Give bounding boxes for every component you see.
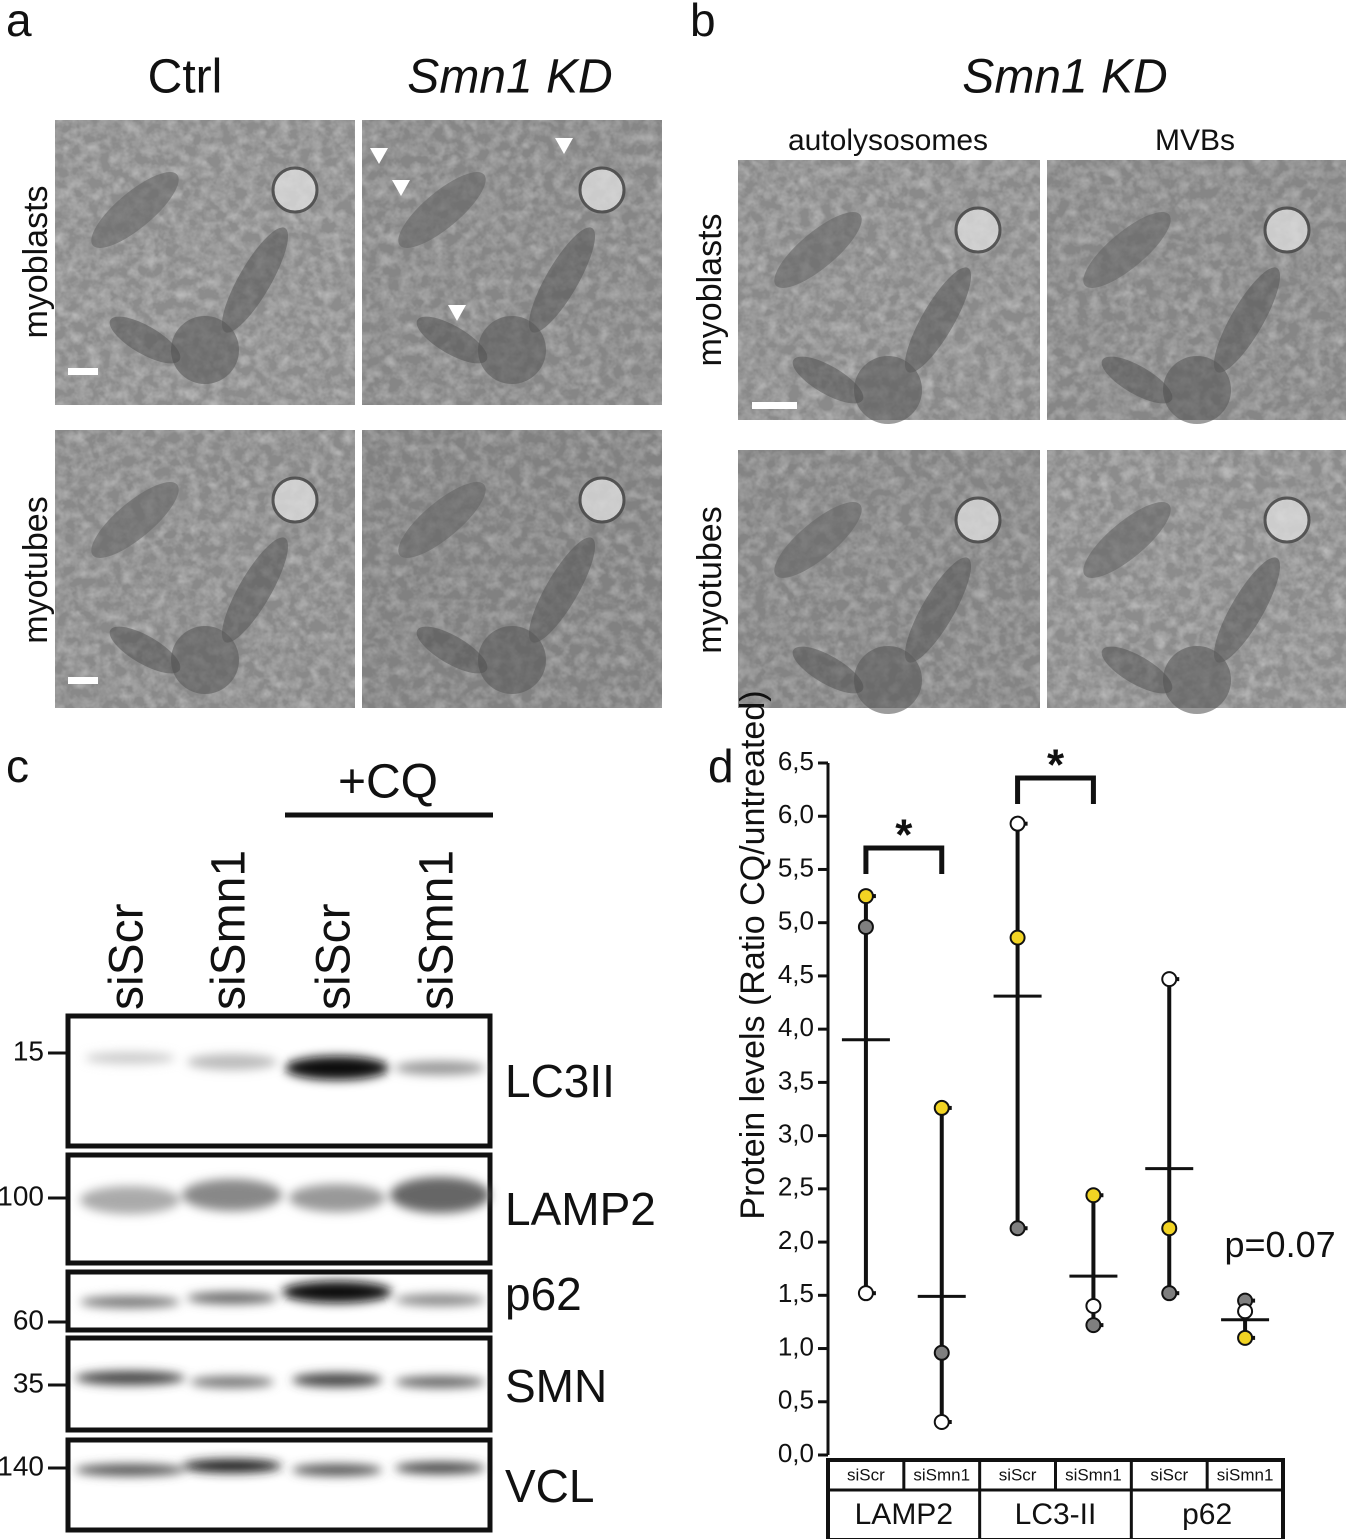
- marker-ticks: [48, 1051, 68, 1470]
- bands: [75, 1052, 490, 1476]
- protein-label: SMN: [505, 1360, 607, 1412]
- panel-title: Smn1 KD: [962, 51, 1167, 104]
- x-tick-label: siSmn1: [1217, 1465, 1274, 1484]
- protein-label: LAMP2: [505, 1183, 656, 1235]
- data-point: [933, 1099, 950, 1116]
- data-point: [857, 918, 874, 935]
- data-point: [1009, 1220, 1026, 1237]
- y-tick-label: 6,0: [778, 799, 814, 829]
- x-tick-label: siScr: [1150, 1465, 1188, 1484]
- scale-bar: [68, 368, 98, 375]
- group-label: LAMP2: [855, 1498, 953, 1531]
- mw-marker: 140: [0, 1450, 44, 1481]
- lane-label: siSmn1: [203, 850, 256, 1010]
- row-label: myotubes: [691, 506, 729, 653]
- lane-label: siSmn1: [411, 850, 464, 1010]
- data-point: [1161, 971, 1178, 988]
- y-tick-label: 3,5: [778, 1065, 814, 1095]
- mw-marker: 15: [13, 1035, 44, 1066]
- blot: [65, 1269, 493, 1333]
- mw-marker: 100: [0, 1180, 44, 1211]
- lane-label: siScr: [308, 903, 361, 1010]
- x-tick-label: siScr: [999, 1465, 1037, 1484]
- data-point: [857, 1285, 874, 1302]
- blot: [65, 1437, 493, 1533]
- significance-bracket: [863, 845, 945, 874]
- row-label: myoblasts: [691, 213, 729, 366]
- dot-plot: 0,0 0,5 1,0 1,5 2,0 2,5 3,0 3,5 4,0 4,5 5,0 5,5 6,0 6…: [778, 741, 1336, 1539]
- micrographs-a: [55, 120, 662, 708]
- y-tick-label: 1,5: [778, 1278, 814, 1308]
- data-point: [1237, 1303, 1254, 1320]
- y-tick-label: 1,0: [778, 1331, 814, 1361]
- column-title: MVBs: [1155, 124, 1235, 157]
- data-point: [1237, 1329, 1254, 1346]
- column-title: Ctrl: [148, 51, 223, 104]
- y-tick-label: 2,5: [778, 1172, 814, 1202]
- panel-label: a: [6, 0, 32, 46]
- y-axis-label: Protein levels (Ratio CQ/untreated): [734, 690, 772, 1219]
- lane-label: siScr: [101, 903, 154, 1010]
- y-tick-label: 5,5: [778, 852, 814, 882]
- panel-label: d: [708, 740, 734, 792]
- data-point: [1009, 929, 1026, 946]
- data-point: [1009, 815, 1026, 832]
- group-label: p62: [1182, 1498, 1232, 1531]
- x-tick-label: siScr: [847, 1465, 885, 1484]
- data-point: [1085, 1317, 1102, 1334]
- data-point: [857, 888, 874, 905]
- y-tick-label: 4,0: [778, 1012, 814, 1042]
- y-tick-label: 3,0: [778, 1118, 814, 1148]
- annotation: *: [895, 811, 913, 860]
- data-point: [1085, 1297, 1102, 1314]
- protein-label: LC3II: [505, 1055, 615, 1107]
- y-tick-label: 6,5: [778, 746, 814, 776]
- blots: [65, 1013, 493, 1533]
- data-point: [933, 1344, 950, 1361]
- scale-bar: [68, 677, 98, 684]
- panel-label: c: [6, 740, 29, 792]
- mw-marker: 35: [13, 1367, 44, 1398]
- protein-label: VCL: [505, 1460, 594, 1512]
- scale-bar: [752, 402, 797, 409]
- column-title: Smn1 KD: [407, 51, 612, 104]
- blot: [65, 1013, 493, 1149]
- y-tick-label: 0,5: [778, 1385, 814, 1415]
- micrographs-b: [738, 160, 1346, 716]
- y-tick-label: 2,0: [778, 1225, 814, 1255]
- x-tick-label: siSmn1: [913, 1465, 970, 1484]
- y-tick-label: 0,0: [778, 1438, 814, 1468]
- data-point: [1085, 1187, 1102, 1204]
- row-label: myotubes: [17, 496, 55, 643]
- treatment-label: +CQ: [338, 756, 438, 809]
- mw-marker: 60: [13, 1304, 44, 1335]
- y-tick-label: 5,0: [778, 906, 814, 936]
- y-tick-label: 4,5: [778, 959, 814, 989]
- x-tick-label: siSmn1: [1065, 1465, 1122, 1484]
- data-point: [1161, 1220, 1178, 1237]
- significance-bracket: [1015, 775, 1096, 804]
- protein-label: p62: [505, 1268, 582, 1320]
- column-title: autolysosomes: [788, 124, 988, 157]
- annotation: *: [1047, 741, 1065, 790]
- panel-label: b: [690, 0, 716, 46]
- annotation: p=0.07: [1225, 1224, 1336, 1265]
- data-point: [933, 1413, 950, 1430]
- row-label: myoblasts: [17, 185, 55, 338]
- group-label: LC3-II: [1015, 1498, 1097, 1531]
- data-point: [1161, 1285, 1178, 1302]
